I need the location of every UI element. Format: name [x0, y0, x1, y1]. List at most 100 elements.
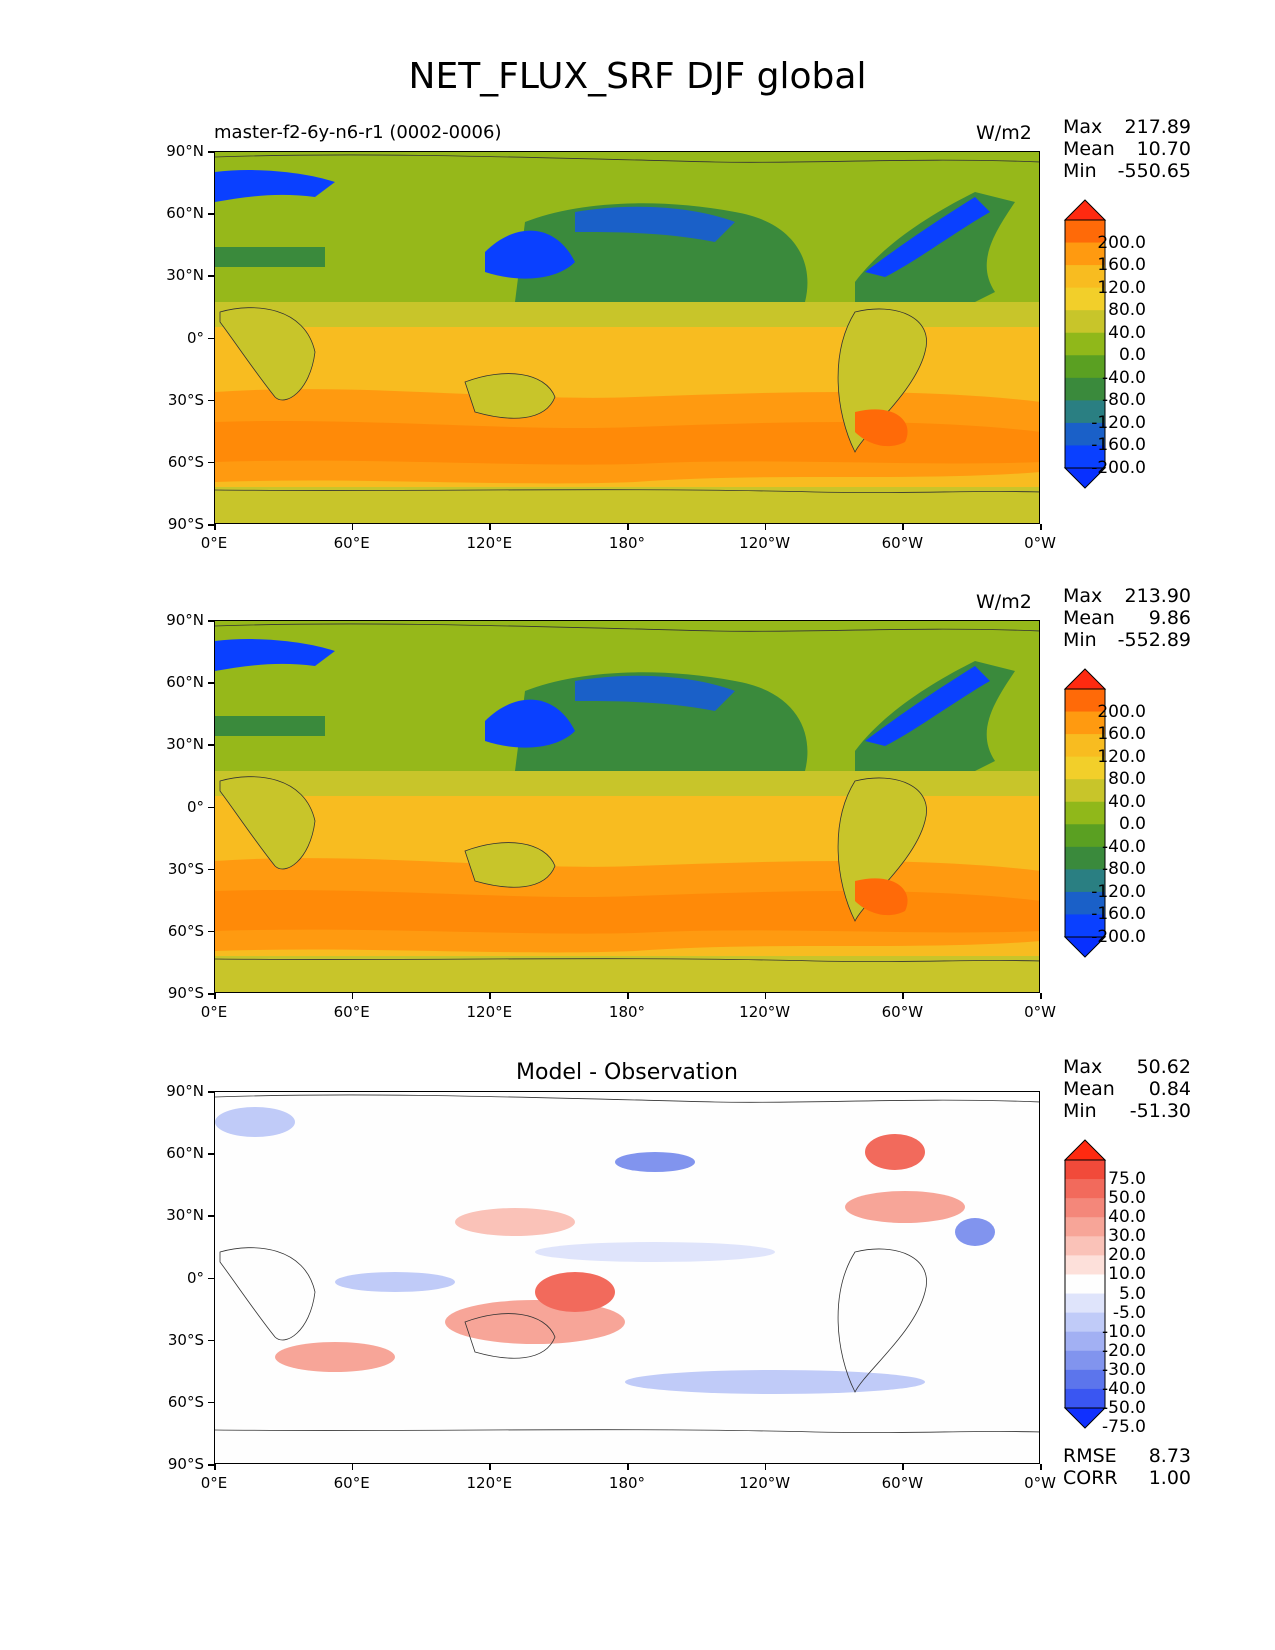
lat-tick-label: 30°N: [166, 1206, 204, 1225]
colorbar-swatch: [1065, 332, 1105, 356]
lat-tick-label: 0°: [186, 797, 204, 816]
lon-tick-label: 180°: [608, 1474, 646, 1492]
colorbar-extend-max: [1063, 1139, 1107, 1161]
lat-tick-mark: [208, 806, 214, 808]
lon-tick-mark: [627, 524, 629, 530]
mean-value: 9.86: [1148, 607, 1191, 629]
lon-tick-mark: [489, 1464, 491, 1470]
stats-box: Max 213.90 Mean 9.86 Min -552.89: [1063, 585, 1191, 651]
lat-tick-label: 30°S: [167, 390, 204, 409]
lon-tick-label: 120°E: [466, 1003, 513, 1021]
lat-tick-label: 90°N: [166, 611, 204, 629]
colorbar-swatch: [1065, 1274, 1105, 1295]
lon-tick-label: 0°W: [1024, 1003, 1056, 1021]
stats-box: Max 50.62 Mean 0.84 Min -51.30: [1063, 1056, 1191, 1122]
colorbar-swatch: [1065, 1255, 1105, 1275]
lat-tick-mark: [208, 1339, 214, 1342]
min-value: -51.30: [1129, 1100, 1191, 1122]
colorbar-tick-label: -5.0: [1112, 1302, 1146, 1323]
colorbar-swatch: [1065, 801, 1105, 825]
min-label: Min: [1063, 629, 1097, 651]
lat-tick-label: 60°S: [167, 452, 204, 471]
max-label: Max: [1063, 585, 1103, 607]
mean-value: 10.70: [1136, 138, 1191, 160]
colorbar-swatch: [1065, 1160, 1105, 1180]
colorbar-tick-label: -20.0: [1102, 1340, 1146, 1361]
panel-subtitle: master-f2-6y-n6-r1 (0002-0006): [214, 122, 502, 143]
lat-tick-mark: [208, 1401, 214, 1404]
colorbar-tick-label: 120.0: [1097, 277, 1146, 298]
lat-tick-label: 30°N: [166, 266, 204, 285]
lat-tick-label: 30°S: [167, 859, 204, 878]
lon-tick-label: 120°W: [739, 534, 791, 552]
lon-tick-label: 180°: [608, 534, 646, 552]
map-difference: [214, 1091, 1040, 1464]
colorbar-swatch: [1065, 220, 1105, 244]
colorbar-swatch: [1065, 869, 1105, 893]
lat-tick-mark: [208, 1464, 214, 1466]
lat-tick-mark: [208, 151, 214, 153]
colorbar-swatch: [1065, 824, 1105, 848]
colorbar-tick-label: -40.0: [1102, 836, 1146, 857]
colorbar-swatch: [1065, 400, 1105, 424]
colorbar-tick-label: 10.0: [1108, 1264, 1146, 1285]
colorbar-swatch: [1065, 846, 1105, 870]
lon-tick-mark: [351, 1464, 354, 1470]
lon-tick-label: 180°: [608, 1003, 646, 1021]
lon-tick-mark: [214, 1464, 216, 1470]
lat-tick-mark: [208, 524, 214, 526]
colorbar-tick-label: -40.0: [1102, 367, 1146, 388]
map-observation: [214, 620, 1040, 993]
lon-tick-mark: [627, 993, 629, 999]
colorbar-tick-label: 80.0: [1108, 300, 1146, 321]
lat-tick-label: 0°: [186, 328, 204, 347]
lon-tick-mark: [1040, 993, 1042, 999]
lat-tick-mark: [208, 930, 214, 933]
colorbar-tick-label: 200.0: [1097, 701, 1146, 722]
colorbar-swatch: [1065, 756, 1105, 780]
lon-tick-mark: [627, 1464, 629, 1470]
lon-tick-mark: [214, 524, 216, 530]
panel-observation: W/m2 Max 213.90 Mean 9.86 Min -552.89: [0, 0, 1275, 993]
lat-tick-mark: [208, 461, 214, 464]
lon-tick-label: 120°E: [466, 1474, 513, 1492]
lat-tick-mark: [208, 337, 214, 339]
lat-tick-mark: [208, 1153, 214, 1155]
lon-tick-label: 60°E: [333, 534, 370, 552]
min-label: Min: [1063, 1100, 1097, 1122]
colorbar-tick-label: 160.0: [1097, 724, 1146, 745]
colorbar-tick-label: 40.0: [1108, 791, 1146, 812]
colorbar-diff: [1062, 1138, 1108, 1430]
mean-value: 0.84: [1148, 1078, 1191, 1100]
colorbar-swatch: [1065, 734, 1105, 758]
lon-tick-mark: [351, 993, 354, 999]
lon-tick-mark: [351, 524, 354, 530]
lon-tick-label: 120°E: [466, 534, 513, 552]
lon-tick-label: 120°W: [739, 1474, 791, 1492]
colorbar-tick-label: -75.0: [1102, 1417, 1146, 1438]
colorbar-swatch: [1065, 1369, 1105, 1390]
colorbar-tick-label: -40.0: [1102, 1378, 1146, 1399]
colorbar-swatch: [1065, 265, 1105, 289]
lon-tick-mark: [764, 524, 767, 530]
colorbar-swatch: [1065, 711, 1105, 735]
lat-tick-mark: [208, 213, 214, 215]
colorbar-swatch: [1065, 377, 1105, 401]
lat-tick-label: 60°N: [166, 204, 204, 223]
lat-tick-mark: [208, 744, 214, 746]
colorbar-swatch: [1065, 1217, 1105, 1237]
lon-tick-mark: [902, 993, 904, 999]
panel-difference: Model - Observation Max 50.62 Mean 0.84 Mi…: [0, 0, 1275, 1489]
lat-tick-label: 60°S: [167, 921, 204, 940]
lat-tick-mark: [208, 868, 214, 871]
lon-tick-label: 60°E: [333, 1003, 370, 1021]
corr-label: CORR: [1063, 1467, 1118, 1489]
colorbar-main: [1062, 667, 1108, 959]
colorbar-tick-label: 0.0: [1118, 814, 1146, 835]
colorbar-tick-label: 5.0: [1118, 1283, 1146, 1304]
mean-label: Mean: [1063, 138, 1115, 160]
lat-tick-mark: [208, 682, 214, 684]
rmse-label: RMSE: [1063, 1445, 1117, 1467]
panel-model: master-f2-6y-n6-r1 (0002-0006) W/m2 Max 2…: [0, 0, 1275, 524]
colorbar-swatch: [1065, 310, 1105, 334]
